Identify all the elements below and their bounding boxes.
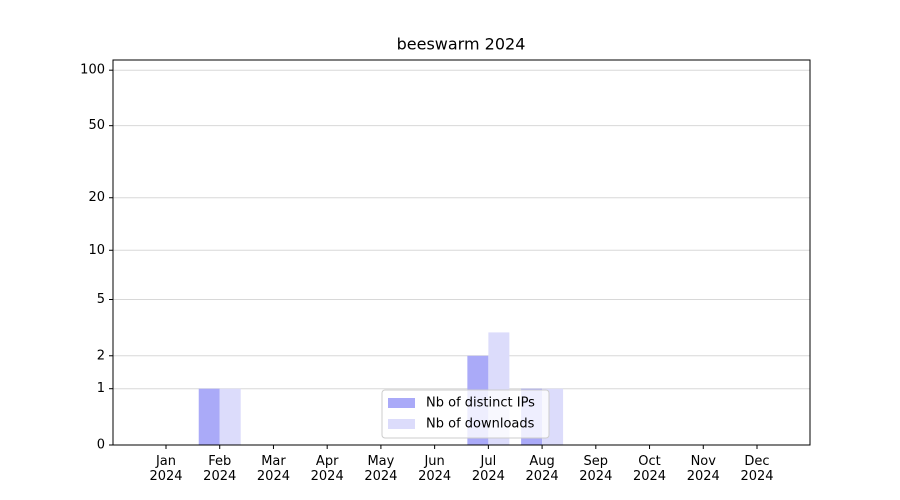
- x-tick-label: Nov 2024: [687, 454, 720, 484]
- legend-swatch: [388, 398, 415, 408]
- y-tick-label: 1: [97, 381, 105, 396]
- x-tick-label: Aug 2024: [526, 454, 559, 484]
- legend-box: [381, 389, 550, 439]
- bar: [198, 388, 220, 445]
- y-tick-label: 100: [80, 63, 105, 78]
- plot-frame: [112, 59, 811, 446]
- y-tick-label: 0: [97, 438, 105, 453]
- y-tick-label: 50: [88, 118, 105, 133]
- y-tick-label: 2: [97, 348, 105, 363]
- bar: [219, 388, 241, 445]
- x-tick-label: Apr 2024: [311, 454, 344, 484]
- x-tick-label: Dec 2024: [740, 454, 773, 484]
- x-tick-label: Jul 2024: [472, 454, 505, 484]
- y-tick-label: 20: [88, 190, 105, 205]
- y-tick-label: 10: [88, 243, 105, 258]
- x-tick-label: Jun 2024: [418, 454, 451, 484]
- x-tick-label: Jan 2024: [149, 454, 182, 484]
- x-tick-label: Mar 2024: [257, 454, 290, 484]
- y-tick-label: 5: [97, 292, 105, 307]
- legend-label: Nb of downloads: [426, 417, 535, 432]
- x-tick-label: Sep 2024: [579, 454, 612, 484]
- chart-title: beeswarm 2024: [397, 35, 526, 54]
- x-tick-label: Oct 2024: [633, 454, 666, 484]
- legend-label: Nb of distinct IPs: [426, 396, 535, 411]
- x-tick-label: May 2024: [364, 454, 397, 484]
- legend: Nb of distinct IPs Nb of downloads: [381, 389, 550, 439]
- legend-swatch: [388, 419, 415, 429]
- x-tick-label: Feb 2024: [203, 454, 236, 484]
